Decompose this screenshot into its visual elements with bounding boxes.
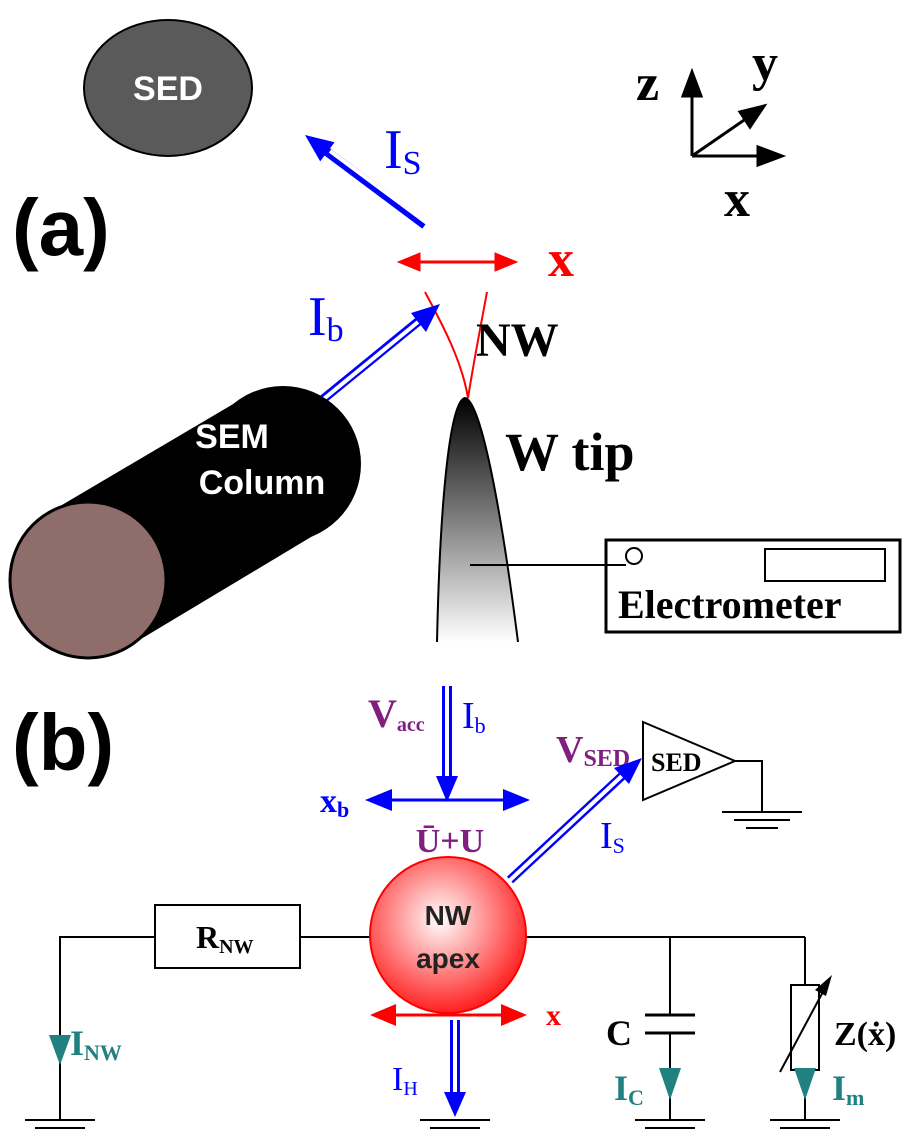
- main: x: [320, 783, 337, 820]
- ib-label: Ib: [308, 286, 344, 349]
- electrometer-label: Electrometer: [618, 582, 842, 627]
- y-axis: [692, 116, 750, 156]
- column-front: [10, 502, 166, 658]
- sub: NW: [219, 936, 253, 958]
- xb-label: xb: [320, 783, 349, 822]
- apex-label: apex: [416, 943, 480, 974]
- nw-apex: [370, 857, 526, 1013]
- arrowhead: [683, 72, 701, 96]
- x-label: x: [724, 171, 750, 228]
- display: [765, 549, 885, 581]
- arrowhead: [503, 789, 530, 811]
- ih-arrow: [444, 1018, 466, 1117]
- arrowhead: [495, 253, 517, 271]
- c-label: C: [606, 1013, 632, 1053]
- ic-label: IC: [614, 1068, 644, 1110]
- ground: [722, 812, 802, 828]
- panel-label: (a): [12, 183, 110, 272]
- z-label: Z(ẋ): [834, 1016, 896, 1053]
- main: I: [308, 286, 327, 348]
- is-label: IS: [384, 119, 422, 182]
- sub: b: [475, 713, 486, 738]
- main: I: [614, 1068, 628, 1108]
- terminal: [626, 548, 642, 564]
- current-arrows: [49, 1035, 816, 1100]
- arrowhead: [501, 1004, 527, 1026]
- sub: S: [403, 145, 422, 182]
- sem-column: [10, 386, 361, 658]
- is-label: IS: [600, 815, 625, 858]
- main: R: [196, 919, 220, 955]
- sub: NW: [84, 1040, 122, 1065]
- sub: H: [403, 1078, 417, 1100]
- ih-label: IH: [392, 1061, 418, 1100]
- ib-label: Ib: [462, 695, 486, 738]
- x-label: x: [546, 999, 561, 1032]
- ib-arrow: [436, 684, 458, 802]
- sub: C: [628, 1085, 644, 1110]
- is-arrow: [508, 758, 642, 882]
- sub: m: [846, 1085, 864, 1110]
- sub: acc: [397, 714, 425, 736]
- vacc-label: Vacc: [368, 691, 425, 736]
- main: I: [70, 1023, 84, 1063]
- sed-label: SED: [133, 70, 203, 108]
- z-label: z: [636, 55, 659, 112]
- main: I: [600, 815, 613, 857]
- inw-label: INW: [70, 1023, 122, 1065]
- im-arrowhead: [794, 1068, 816, 1100]
- x-label: x: [548, 231, 574, 288]
- sem-label: SEM: [195, 418, 269, 456]
- wire: [735, 761, 762, 812]
- panel-label: (b): [12, 698, 114, 787]
- grounds: [25, 1120, 840, 1128]
- nw-label: NW: [476, 314, 559, 367]
- sub: b: [337, 797, 349, 822]
- main: I: [832, 1068, 846, 1108]
- rnw-label: RNW: [196, 919, 254, 958]
- arrowhead: [444, 1092, 466, 1117]
- main: V: [556, 729, 584, 771]
- y-label: y: [752, 35, 778, 92]
- arrowhead: [398, 253, 420, 271]
- sed-label: SED: [651, 748, 702, 777]
- diagram: SED (a) z y x IS x NW Ib W tip SEM Colum…: [0, 0, 902, 1136]
- sub: b: [327, 312, 344, 349]
- impedance: [791, 985, 819, 1070]
- apex-label: NW: [425, 900, 472, 931]
- arrowhead: [758, 147, 782, 165]
- sub: S: [613, 833, 625, 858]
- u-label: Ū+U: [416, 823, 484, 860]
- arrowhead: [370, 1004, 396, 1026]
- main: I: [384, 119, 403, 181]
- inw-arrowhead: [49, 1035, 71, 1065]
- ic-arrowhead: [659, 1068, 681, 1100]
- main: I: [392, 1061, 403, 1098]
- arrowhead: [740, 106, 764, 127]
- arrowhead: [436, 776, 458, 802]
- main: V: [368, 691, 397, 736]
- sem-label: Column: [199, 464, 326, 502]
- arrowhead: [365, 789, 392, 811]
- w-tip-label: W tip: [505, 422, 635, 482]
- vsed-label: VSED: [556, 729, 630, 772]
- main: I: [462, 695, 475, 737]
- x-arrow: [398, 253, 517, 271]
- im-label: Im: [832, 1068, 864, 1110]
